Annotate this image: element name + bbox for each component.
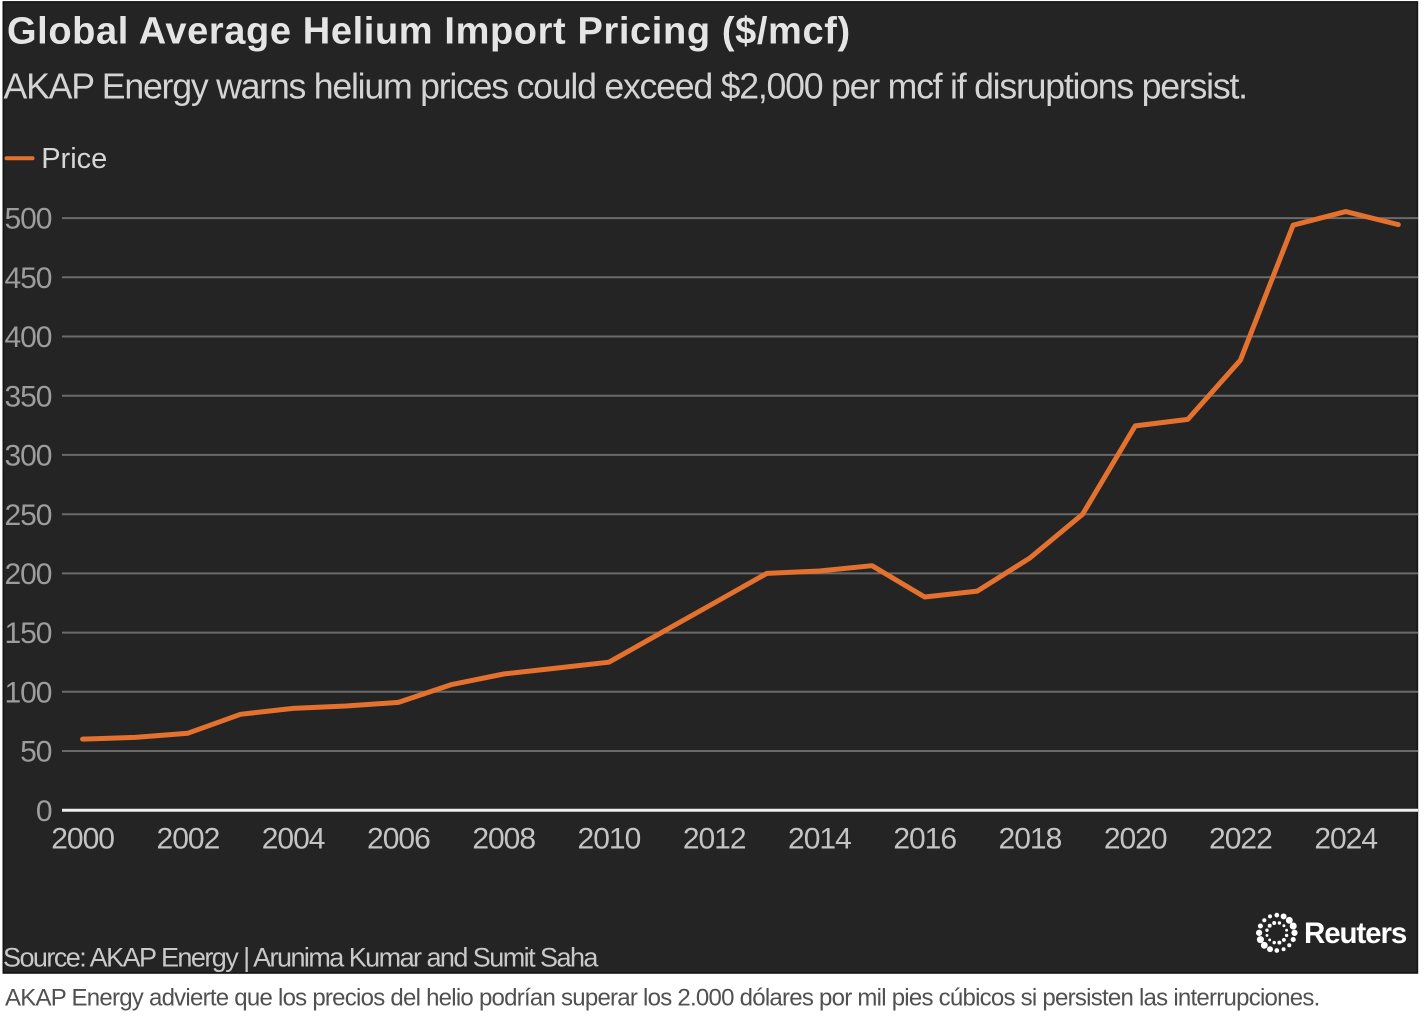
svg-text:Price: Price (41, 143, 107, 175)
svg-text:50: 50 (20, 736, 52, 769)
svg-text:350: 350 (4, 380, 51, 413)
svg-text:2016: 2016 (893, 823, 956, 856)
svg-text:Reuters: Reuters (1304, 917, 1407, 950)
svg-text:2014: 2014 (788, 823, 851, 856)
svg-text:2012: 2012 (683, 823, 746, 856)
svg-text:AKAP Energy warns helium price: AKAP Energy warns helium prices could ex… (4, 67, 1247, 107)
svg-text:2022: 2022 (1209, 823, 1272, 856)
svg-text:2018: 2018 (999, 823, 1062, 856)
svg-text:0: 0 (36, 795, 52, 828)
svg-text:Source: AKAP Energy | Arunima: Source: AKAP Energy | Arunima Kumar and … (3, 943, 599, 973)
svg-text:2004: 2004 (262, 823, 325, 856)
svg-text:Global Average Helium Import P: Global Average Helium Import Pricing ($/… (7, 11, 851, 53)
svg-text:2008: 2008 (472, 823, 535, 856)
svg-text:400: 400 (4, 321, 51, 354)
svg-text:2020: 2020 (1104, 823, 1167, 856)
svg-text:150: 150 (4, 617, 51, 650)
svg-text:200: 200 (4, 558, 51, 591)
svg-text:2006: 2006 (367, 823, 430, 856)
svg-text:450: 450 (4, 262, 51, 295)
svg-text:2010: 2010 (578, 823, 641, 856)
svg-text:250: 250 (4, 499, 51, 532)
svg-text:2002: 2002 (157, 823, 220, 856)
svg-text:300: 300 (4, 440, 51, 473)
svg-text:AKAP Energy advierte que los p: AKAP Energy advierte que los precios del… (5, 985, 1320, 1012)
svg-text:100: 100 (4, 676, 51, 709)
svg-text:2000: 2000 (51, 823, 114, 856)
svg-text:500: 500 (4, 203, 51, 236)
svg-text:2024: 2024 (1314, 823, 1377, 856)
